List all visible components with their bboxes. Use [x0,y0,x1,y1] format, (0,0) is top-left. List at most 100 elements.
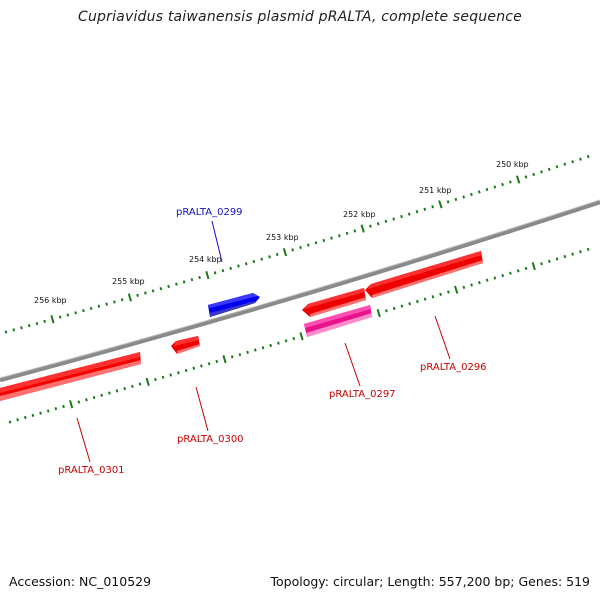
inner-minor-tick [547,259,551,263]
outer-minor-tick [182,280,186,284]
gene-label-pRALTA_0297[interactable]: pRALTA_0297 [329,389,396,400]
inner-minor-tick [571,252,575,256]
inner-minor-tick [31,413,35,417]
outer-minor-tick [579,157,582,161]
inner-minor-tick [62,404,65,409]
outer-minor-tick [175,282,178,286]
outer-minor-tick [353,229,357,233]
outer-minor-tick [244,262,248,266]
outer-minor-tick [4,330,8,334]
inner-minor-tick [447,290,450,294]
inner-minor-tick [54,407,58,411]
inner-minor-tick [100,393,104,397]
outer-minor-tick [97,304,101,308]
outer-minor-tick [159,287,163,291]
gene-pRALTA_0297[interactable] [302,288,366,317]
outer-minor-tick [105,302,108,306]
inner-minor-tick [540,262,543,266]
scale-label-256kbp: 256 kbp [34,296,67,305]
outer-major-tick [205,271,210,280]
outer-minor-tick [369,224,372,228]
inner-minor-tick [138,382,142,386]
outer-minor-tick [493,185,497,189]
inner-minor-tick [238,353,242,357]
outer-minor-tick [431,205,434,209]
inner-minor-tick [192,366,196,370]
outer-minor-tick [470,192,473,197]
genome-backbone-highlight [0,199,600,379]
inner-minor-tick [269,343,273,348]
outer-minor-tick [337,234,341,238]
outer-minor-tick [221,269,225,273]
scale-label-255kbp: 255 kbp [112,277,145,286]
genome-summary-text: Topology: circular; Length: 557,200 bp; … [270,574,591,589]
inner-minor-tick [392,306,396,311]
gene-pRALTA_0300[interactable] [171,336,200,354]
gene-label-pRALTA_0296[interactable]: pRALTA_0296 [420,362,487,373]
gene-label-pRALTA_0300[interactable]: pRALTA_0300 [177,434,244,445]
gene-pRALTA_0301[interactable] [0,352,141,401]
outer-minor-tick [454,197,458,201]
map-title: Cupriavidus taiwanensis plasmid pRALTA, … [78,9,522,25]
inner-minor-tick [184,368,188,373]
inner-minor-tick [579,250,582,254]
genome-backbone [0,199,600,383]
outer-minor-tick [345,231,349,235]
scale-label-251kbp: 251 kbp [419,186,452,195]
outer-minor-tick [407,212,411,216]
outer-minor-tick [151,289,155,293]
inner-minor-tick [207,362,211,366]
gene-label-pRALTA_0299[interactable]: pRALTA_0299 [176,207,243,218]
outer-minor-tick [330,236,333,240]
outer-minor-tick [415,210,419,214]
accession-text: Accession: NC_010529 [9,574,152,589]
outer-minor-tick [252,259,256,264]
inner-minor-tick [161,375,165,379]
gene-pRALTA_0298[interactable] [304,305,372,337]
inner-major-tick [145,377,150,386]
inner-minor-tick [85,398,88,402]
outer-minor-tick [462,195,466,199]
outer-minor-tick [136,293,139,297]
outer-minor-tick [213,271,217,275]
inner-minor-tick [485,278,489,282]
outer-major-tick [360,224,365,233]
inner-minor-tick [439,292,442,296]
inner-minor-tick [431,295,435,299]
inner-major-tick [454,285,459,294]
inner-major-tick [531,262,536,271]
inner-minor-tick [77,400,81,404]
inner-major-tick [69,400,74,409]
outer-minor-tick [291,248,295,252]
outer-minor-tick [571,160,575,164]
gene-pRALTA_0299[interactable] [208,293,260,317]
inner-minor-tick [516,269,520,273]
gene-pRALTA_0296[interactable] [365,251,483,298]
outer-minor-tick [322,238,326,243]
label-line-pRALTA_0301 [76,417,91,463]
outer-minor-tick [423,207,427,211]
outer-major-tick [127,293,132,302]
outer-minor-tick [532,172,536,177]
inner-minor-tick [215,359,219,364]
outer-minor-tick [268,255,271,259]
outer-minor-tick [27,324,31,328]
label-line-pRALTA_0300 [195,386,209,432]
outer-minor-tick [12,328,16,332]
inner-minor-tick [555,257,559,261]
outer-tick-row [4,154,590,334]
inner-minor-tick [501,273,505,278]
inner-minor-tick [586,247,590,251]
outer-minor-tick [229,266,233,270]
inner-minor-tick [115,389,119,393]
outer-minor-tick [547,167,551,172]
gene-label-pRALTA_0301[interactable]: pRALTA_0301 [58,465,125,476]
outer-minor-tick [89,306,93,311]
outer-minor-tick [314,241,318,245]
label-line-pRALTA_0296 [434,315,451,360]
outer-minor-tick [120,298,124,302]
scale-label-254kbp: 254 kbp [189,255,222,264]
outer-minor-tick [58,315,62,319]
inner-minor-tick [408,302,412,306]
outer-minor-tick [563,162,567,166]
